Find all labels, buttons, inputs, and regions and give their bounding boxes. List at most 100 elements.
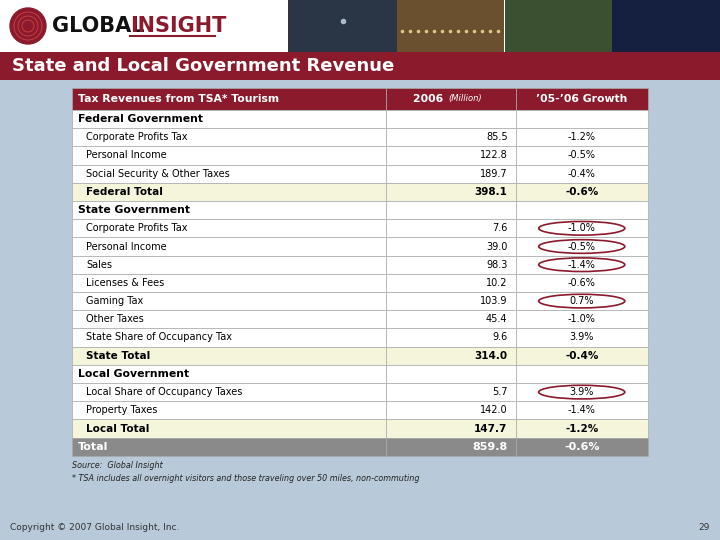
Bar (516, 219, 648, 238)
Text: 9.6: 9.6 (492, 333, 508, 342)
Bar (612, 0, 720, 52)
Bar (72, 347, 386, 365)
Bar (516, 201, 648, 219)
Text: Local Total: Local Total (86, 423, 149, 434)
Text: 98.3: 98.3 (486, 260, 508, 269)
Text: -0.4%: -0.4% (568, 168, 595, 179)
Text: 29: 29 (698, 523, 710, 532)
Bar (288, 0, 290, 52)
Bar (516, 165, 648, 183)
Text: 39.0: 39.0 (486, 241, 508, 252)
Bar (72, 274, 386, 292)
Bar (386, 365, 516, 383)
Text: ’05-’06 Growth: ’05-’06 Growth (536, 94, 627, 104)
Bar (397, 0, 504, 52)
Text: -1.2%: -1.2% (565, 423, 598, 434)
Bar (516, 401, 648, 420)
Bar (72, 420, 386, 437)
Bar (72, 183, 386, 201)
Text: INSIGHT: INSIGHT (130, 16, 226, 36)
Bar (386, 274, 516, 292)
Bar (290, 0, 397, 52)
Text: 147.7: 147.7 (474, 423, 508, 434)
Bar (0, 52, 720, 80)
Text: 398.1: 398.1 (474, 187, 508, 197)
Text: -0.6%: -0.6% (564, 442, 600, 451)
Bar (516, 110, 648, 128)
Text: * TSA includes all overnight visitors and those traveling over 50 miles, non-com: * TSA includes all overnight visitors an… (72, 474, 420, 483)
Bar (386, 383, 516, 401)
Bar (72, 146, 386, 165)
Text: 7.6: 7.6 (492, 224, 508, 233)
Bar (386, 401, 516, 420)
Bar (386, 146, 516, 165)
Bar (386, 201, 516, 219)
Bar (516, 292, 648, 310)
Bar (0, 0, 720, 52)
Text: Local Share of Occupancy Taxes: Local Share of Occupancy Taxes (86, 387, 243, 397)
Bar (386, 292, 516, 310)
Text: Copyright © 2007 Global Insight, Inc.: Copyright © 2007 Global Insight, Inc. (10, 523, 179, 532)
Bar (72, 165, 386, 183)
Text: Social Security & Other Taxes: Social Security & Other Taxes (86, 168, 230, 179)
Bar (386, 255, 516, 274)
Bar (516, 420, 648, 437)
Text: Personal Income: Personal Income (86, 241, 166, 252)
Bar (516, 328, 648, 347)
Bar (386, 310, 516, 328)
Bar (386, 437, 516, 456)
Text: -0.6%: -0.6% (565, 187, 598, 197)
Circle shape (10, 8, 46, 44)
Bar (516, 238, 648, 255)
Text: Gaming Tax: Gaming Tax (86, 296, 143, 306)
Bar (72, 219, 386, 238)
Bar (386, 238, 516, 255)
Text: -1.0%: -1.0% (568, 224, 595, 233)
Text: Sales: Sales (86, 260, 112, 269)
Bar (516, 88, 648, 110)
Text: -1.2%: -1.2% (568, 132, 595, 143)
Bar (72, 128, 386, 146)
Text: 45.4: 45.4 (486, 314, 508, 325)
Bar (386, 328, 516, 347)
Bar (386, 128, 516, 146)
Bar (516, 128, 648, 146)
Text: 103.9: 103.9 (480, 296, 508, 306)
Text: Personal Income: Personal Income (86, 151, 166, 160)
Bar (516, 347, 648, 365)
Text: State and Local Government Revenue: State and Local Government Revenue (12, 57, 395, 75)
Text: -1.0%: -1.0% (568, 314, 595, 325)
Text: State Share of Occupancy Tax: State Share of Occupancy Tax (86, 333, 232, 342)
Text: Licenses & Fees: Licenses & Fees (86, 278, 164, 288)
Text: Local Government: Local Government (78, 369, 189, 379)
Bar (386, 183, 516, 201)
Bar (386, 88, 516, 110)
Text: -1.4%: -1.4% (568, 260, 595, 269)
Bar (72, 292, 386, 310)
Bar (386, 110, 516, 128)
Text: -0.5%: -0.5% (568, 151, 595, 160)
Text: Federal Total: Federal Total (86, 187, 163, 197)
Bar (516, 255, 648, 274)
Text: 10.2: 10.2 (486, 278, 508, 288)
Bar (72, 238, 386, 255)
Text: 5.7: 5.7 (492, 387, 508, 397)
Text: 3.9%: 3.9% (570, 333, 594, 342)
Text: -1.4%: -1.4% (568, 406, 595, 415)
Text: Tax Revenues from TSA* Tourism: Tax Revenues from TSA* Tourism (78, 94, 279, 104)
Bar (72, 201, 386, 219)
Bar (386, 420, 516, 437)
Bar (72, 328, 386, 347)
Bar (516, 437, 648, 456)
Bar (72, 310, 386, 328)
Text: -0.4%: -0.4% (565, 350, 598, 361)
Text: Property Taxes: Property Taxes (86, 406, 158, 415)
Text: 122.8: 122.8 (480, 151, 508, 160)
Text: Other Taxes: Other Taxes (86, 314, 144, 325)
Text: 189.7: 189.7 (480, 168, 508, 179)
Text: State Total: State Total (86, 350, 150, 361)
Text: 314.0: 314.0 (474, 350, 508, 361)
Bar (72, 383, 386, 401)
Bar (72, 437, 386, 456)
Bar (386, 219, 516, 238)
